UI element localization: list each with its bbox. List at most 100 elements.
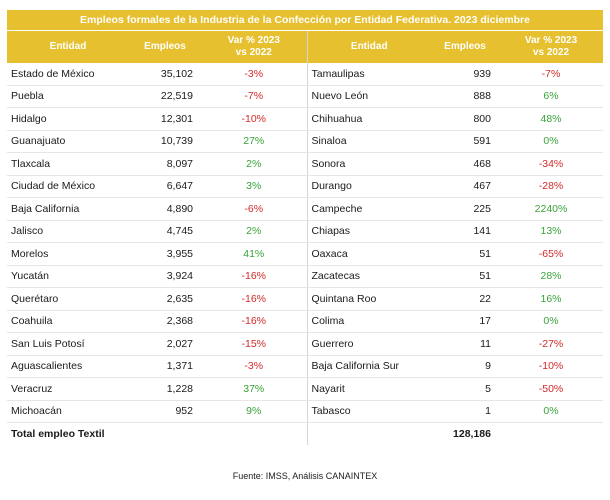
var-cell: -50% bbox=[499, 377, 603, 401]
var-cell: -16% bbox=[201, 310, 308, 333]
var-cell: -16% bbox=[201, 265, 308, 288]
employment-table: Entidad Empleos Var % 2023 vs 2022 Entid… bbox=[7, 31, 603, 445]
empleos-cell: 5 bbox=[431, 377, 499, 401]
var-cell: 27% bbox=[201, 130, 308, 153]
empleos-cell: 9 bbox=[431, 355, 499, 378]
entidad-cell: Michoacán bbox=[7, 400, 129, 423]
table-title: Empleos formales de la Industria de la C… bbox=[7, 10, 603, 31]
var-cell: -10% bbox=[201, 107, 308, 131]
var-cell: 37% bbox=[201, 377, 308, 401]
entidad-cell: Coahuila bbox=[7, 310, 129, 333]
header-var-line2: vs 2022 bbox=[235, 47, 272, 58]
table-row: San Luis Potosí 2,027 -15% Guerrero 11 -27% bbox=[7, 332, 603, 356]
empleos-cell: 1,228 bbox=[129, 377, 201, 401]
header-var-line1: Var % 2023 bbox=[524, 35, 578, 46]
empleos-cell: 952 bbox=[129, 400, 201, 423]
entidad-cell: Campeche bbox=[307, 197, 431, 221]
header-empleos-left: Empleos bbox=[129, 31, 201, 63]
table-row: Michoacán 952 9% Tabasco 1 0% bbox=[7, 400, 603, 423]
var-cell: 3% bbox=[201, 175, 308, 198]
entidad-cell: Oaxaca bbox=[307, 242, 431, 266]
table-row: Jalisco 4,745 2% Chiapas 141 13% bbox=[7, 220, 603, 243]
var-cell: -7% bbox=[499, 63, 603, 86]
entidad-cell: Nayarit bbox=[307, 377, 431, 401]
header-empleos-right: Empleos bbox=[431, 31, 499, 63]
entidad-cell: Chiapas bbox=[307, 220, 431, 243]
total-spacer bbox=[307, 423, 431, 445]
empleos-cell: 2,368 bbox=[129, 310, 201, 333]
empleos-cell: 1,371 bbox=[129, 355, 201, 378]
empleos-cell: 1 bbox=[431, 400, 499, 423]
entidad-cell: Tamaulipas bbox=[307, 63, 431, 86]
entidad-cell: Estado de México bbox=[7, 63, 129, 86]
table-row: Morelos 3,955 41% Oaxaca 51 -65% bbox=[7, 242, 603, 266]
var-cell: -34% bbox=[499, 152, 603, 176]
empleos-cell: 225 bbox=[431, 197, 499, 221]
var-cell: 2240% bbox=[499, 197, 603, 221]
var-cell: -7% bbox=[201, 85, 308, 108]
var-cell: 13% bbox=[499, 220, 603, 243]
var-cell: -3% bbox=[201, 63, 308, 86]
var-cell: 2% bbox=[201, 220, 308, 243]
entidad-cell: Zacatecas bbox=[307, 265, 431, 288]
table-row: Puebla 22,519 -7% Nuevo León 888 6% bbox=[7, 85, 603, 108]
empleos-cell: 467 bbox=[431, 175, 499, 198]
entidad-cell: Durango bbox=[307, 175, 431, 198]
var-cell: -3% bbox=[201, 355, 308, 378]
empleos-cell: 17 bbox=[431, 310, 499, 333]
var-cell: -27% bbox=[499, 332, 603, 356]
empleos-cell: 6,647 bbox=[129, 175, 201, 198]
empleos-cell: 2,027 bbox=[129, 332, 201, 356]
var-cell: 28% bbox=[499, 265, 603, 288]
entidad-cell: Quintana Roo bbox=[307, 287, 431, 311]
empleos-cell: 10,739 bbox=[129, 130, 201, 153]
empleos-cell: 11 bbox=[431, 332, 499, 356]
empleos-cell: 468 bbox=[431, 152, 499, 176]
header-var-right: Var % 2023 vs 2022 bbox=[499, 31, 603, 63]
var-cell: -15% bbox=[201, 332, 308, 356]
entidad-cell: Morelos bbox=[7, 242, 129, 266]
var-cell: -65% bbox=[499, 242, 603, 266]
empleos-cell: 4,745 bbox=[129, 220, 201, 243]
total-label: Total empleo Textil bbox=[11, 427, 105, 440]
table-row: Aguascalientes 1,371 -3% Baja California Su… bbox=[7, 355, 603, 378]
empleos-cell: 22 bbox=[431, 287, 499, 311]
entidad-cell: Ciudad de México bbox=[7, 175, 129, 198]
table-row: Guanajuato 10,739 27% Sinaloa 591 0% bbox=[7, 130, 603, 153]
entidad-cell: San Luis Potosí bbox=[7, 332, 129, 356]
empleos-cell: 141 bbox=[431, 220, 499, 243]
var-cell: 0% bbox=[499, 130, 603, 153]
entidad-cell: Colima bbox=[307, 310, 431, 333]
empleos-cell: 800 bbox=[431, 107, 499, 131]
entidad-cell: Veracruz bbox=[7, 377, 129, 401]
var-cell: 0% bbox=[499, 400, 603, 423]
entidad-cell: Yucatán bbox=[7, 265, 129, 288]
entidad-cell: Tabasco bbox=[307, 400, 431, 423]
table-row: Querétaro 2,635 -16% Quintana Roo 22 16% bbox=[7, 287, 603, 311]
entidad-cell: Puebla bbox=[7, 85, 129, 108]
header-entidad-right: Entidad bbox=[307, 31, 431, 63]
var-cell: 9% bbox=[201, 400, 308, 423]
empleos-cell: 3,955 bbox=[129, 242, 201, 266]
entidad-cell: Sonora bbox=[307, 152, 431, 176]
header-var-line2: vs 2022 bbox=[532, 47, 570, 58]
var-cell: 16% bbox=[499, 287, 603, 311]
total-spacer bbox=[499, 423, 603, 445]
empleos-cell: 51 bbox=[431, 265, 499, 288]
header-entidad-left: Entidad bbox=[7, 31, 129, 63]
entidad-cell: Aguascalientes bbox=[7, 355, 129, 378]
entidad-cell: Baja California Sur bbox=[307, 355, 431, 378]
header-var-left: Var % 2023 vs 2022 bbox=[201, 31, 308, 63]
var-cell: 0% bbox=[499, 310, 603, 333]
var-cell: 48% bbox=[499, 107, 603, 131]
table-row: Hidalgo 12,301 -10% Chihuahua 800 48% bbox=[7, 107, 603, 131]
table-row: Veracruz 1,228 37% Nayarit 5 -50% bbox=[7, 377, 603, 401]
table-row: Yucatán 3,924 -16% Zacatecas 51 28% bbox=[7, 265, 603, 288]
var-cell: -6% bbox=[201, 197, 308, 221]
table-header: Entidad Empleos Var % 2023 vs 2022 Entid… bbox=[7, 31, 603, 63]
entidad-cell: Guerrero bbox=[307, 332, 431, 356]
var-cell: -28% bbox=[499, 175, 603, 198]
entidad-cell: Nuevo León bbox=[307, 85, 431, 108]
employment-table-container: Empleos formales de la Industria de la C… bbox=[7, 10, 603, 445]
table-row: Estado de México 35,102 -3% Tamaulipas 939 -7… bbox=[7, 63, 603, 86]
